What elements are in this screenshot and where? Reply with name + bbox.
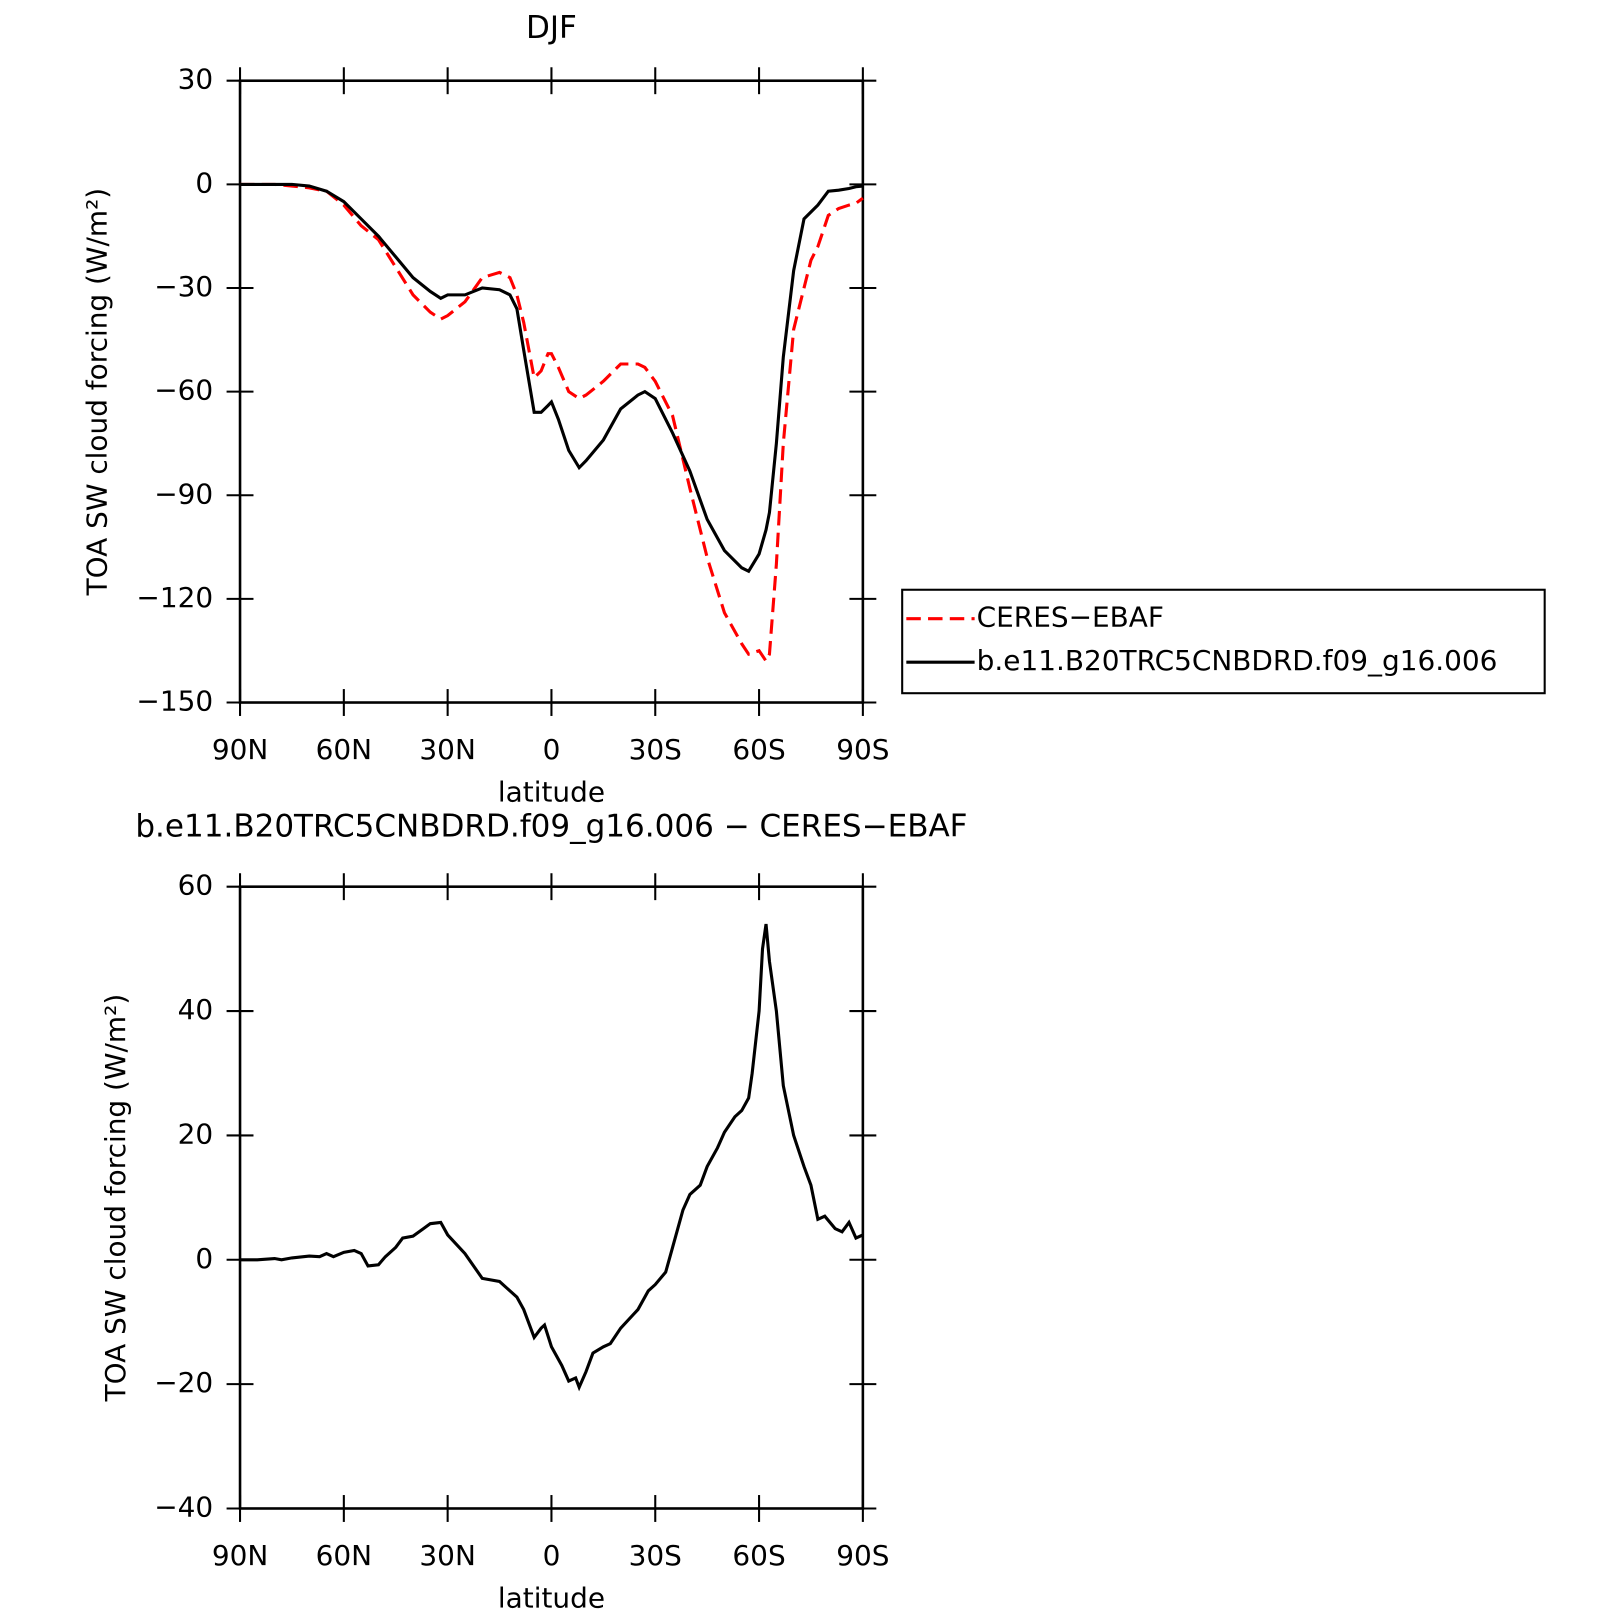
chart-title: b.e11.B20TRC5CNBDRD.f09_g16.006 − CERES−… xyxy=(135,809,967,845)
x-tick-label: 30N xyxy=(419,733,475,766)
x-axis-label: latitude xyxy=(498,776,605,809)
plot-frame xyxy=(238,885,865,1510)
y-tick-label: −120 xyxy=(136,581,213,614)
y-tick-label: −40 xyxy=(154,1490,213,1523)
y-tick-label: 30 xyxy=(178,63,214,96)
x-tick-label: 60S xyxy=(732,1539,785,1572)
legend-label: CERES−EBAF xyxy=(977,601,1164,634)
x-tick-label: 90N xyxy=(212,1539,268,1572)
data-line xyxy=(240,923,864,1392)
y-tick-label: −20 xyxy=(154,1366,213,1399)
plot-frame xyxy=(238,79,865,704)
y-tick-label: 20 xyxy=(178,1117,214,1150)
x-tick-label: 0 xyxy=(543,733,561,766)
legend-label: b.e11.B20TRC5CNBDRD.f09_g16.006 xyxy=(977,644,1498,677)
data-line xyxy=(240,182,864,574)
legend-box xyxy=(901,588,1546,695)
y-tick-label: −90 xyxy=(154,477,213,510)
y-axis-label: TOA SW cloud forcing (W/m²) xyxy=(99,994,132,1403)
y-tick-label: −150 xyxy=(136,685,213,718)
x-tick-label: 60N xyxy=(316,733,372,766)
x-axis-label: latitude xyxy=(498,1582,605,1613)
y-tick-label: −60 xyxy=(154,374,213,407)
chart-title: DJF xyxy=(526,10,577,46)
x-tick-label: 30N xyxy=(419,1539,475,1572)
x-tick-label: 0 xyxy=(543,1539,561,1572)
x-tick-label: 60N xyxy=(316,1539,372,1572)
y-tick-label: 0 xyxy=(195,166,213,199)
y-tick-label: 60 xyxy=(178,869,214,902)
y-tick-label: 0 xyxy=(195,1242,213,1275)
y-axis-label: TOA SW cloud forcing (W/m²) xyxy=(80,188,113,597)
x-tick-label: 90N xyxy=(212,733,268,766)
x-tick-label: 30S xyxy=(629,1539,682,1572)
x-tick-label: 60S xyxy=(732,733,785,766)
y-tick-label: 40 xyxy=(178,993,214,1026)
data-line xyxy=(240,182,864,665)
x-tick-label: 90S xyxy=(836,733,889,766)
x-tick-label: 30S xyxy=(629,733,682,766)
y-tick-label: −30 xyxy=(154,270,213,303)
x-tick-label: 90S xyxy=(836,1539,889,1572)
